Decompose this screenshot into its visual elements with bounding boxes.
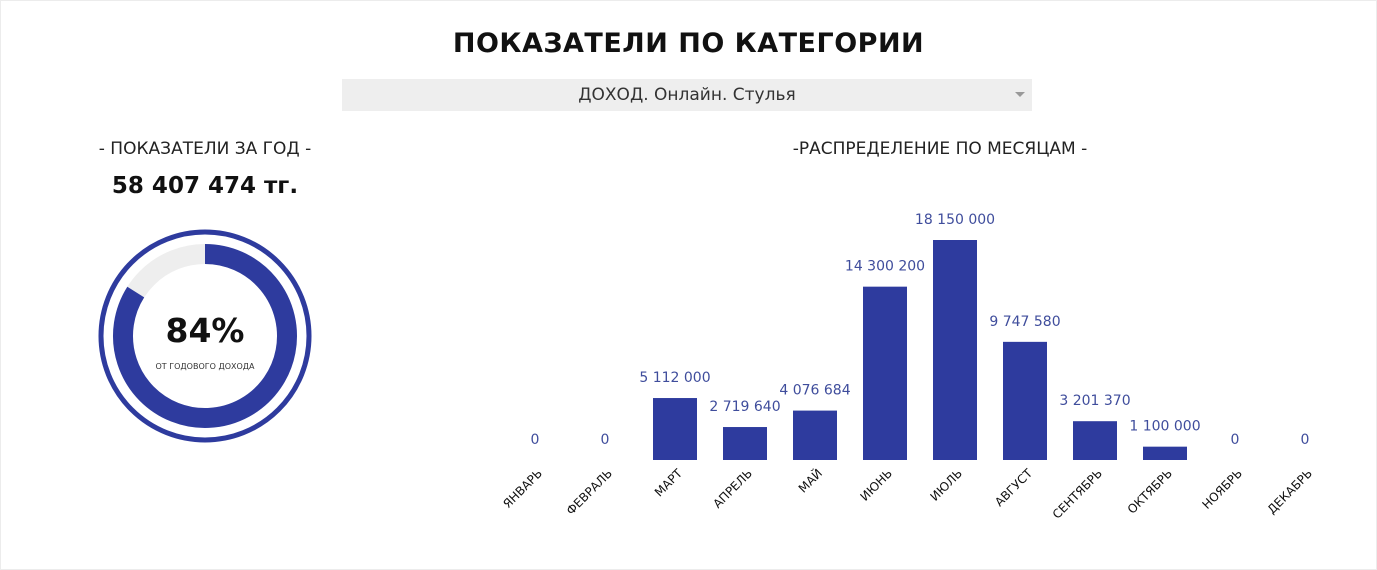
page-title: ПОКАЗАТЕЛИ ПО КАТЕГОРИИ bbox=[452, 28, 925, 59]
category-select[interactable]: ДОХОД. Онлайн. Стулья bbox=[342, 79, 1032, 111]
bar-value-label: 14 300 200 bbox=[845, 259, 925, 275]
x-tick-label: НОЯБРЬ bbox=[1200, 466, 1246, 512]
bar-value-label: 0 bbox=[531, 432, 540, 448]
bar-value-label: 1 100 000 bbox=[1129, 419, 1200, 435]
chevron-down-icon[interactable] bbox=[1015, 92, 1025, 97]
bar-value-label: 5 112 000 bbox=[639, 370, 710, 386]
x-tick-label: ИЮЛЬ bbox=[928, 466, 966, 504]
bar-value-label: 2 719 640 bbox=[709, 399, 780, 415]
year-total-value: 58 407 474 тг. bbox=[111, 173, 299, 199]
x-tick-label: СЕНТЯБРЬ bbox=[1050, 466, 1105, 521]
bar-value-label: 0 bbox=[601, 432, 610, 448]
donut-progress-arc bbox=[113, 244, 297, 428]
x-tick-label: ИЮНЬ bbox=[858, 466, 896, 504]
bar-ИЮНЬ[interactable] bbox=[863, 286, 907, 460]
bar-value-label: 4 076 684 bbox=[779, 383, 850, 399]
x-tick-label: ОКТЯБРЬ bbox=[1125, 466, 1175, 516]
bar-ИЮЛЬ[interactable] bbox=[933, 240, 977, 460]
x-tick-label: МАЙ bbox=[795, 466, 825, 496]
category-select-value: ДОХОД. Онлайн. Стулья bbox=[578, 85, 796, 105]
x-tick-label: АВГУСТ bbox=[992, 466, 1035, 509]
bar-value-label: 9 747 580 bbox=[989, 314, 1060, 330]
x-tick-label: МАРТ bbox=[652, 466, 686, 500]
x-tick-label: ДЕКАБРЬ bbox=[1265, 466, 1315, 516]
x-tick-label: АПРЕЛЬ bbox=[710, 466, 755, 511]
bar-АВГУСТ[interactable] bbox=[1003, 341, 1047, 460]
x-tick-label: ФЕВРАЛЬ bbox=[564, 466, 616, 518]
monthly-bar-chart: 0 ЯНВАРЬ 0 ФЕВРАЛЬ 5 112 000 МАРТ 2 719 640 АПР… bbox=[500, 212, 1315, 522]
bar-МАРТ[interactable] bbox=[653, 398, 697, 460]
donut-outer-ring bbox=[98, 229, 312, 443]
bar-value-label: 3 201 370 bbox=[1059, 393, 1130, 409]
percent-donut-chart bbox=[98, 229, 312, 443]
donut-percent-label: 84% bbox=[165, 311, 245, 350]
bar-value-label: 18 150 000 bbox=[915, 212, 995, 228]
bar-value-label: 0 bbox=[1231, 432, 1240, 448]
x-tick-label: ЯНВАРЬ bbox=[500, 466, 545, 511]
bar-МАЙ[interactable] bbox=[793, 410, 837, 460]
bar-АПРЕЛЬ[interactable] bbox=[723, 427, 767, 460]
bar-СЕНТЯБРЬ[interactable] bbox=[1073, 421, 1117, 460]
year-section-title: - ПОКАЗАТЕЛИ ЗА ГОД - bbox=[98, 139, 312, 159]
chart-title: -РАСПРЕДЕЛЕНИЕ ПО МЕСЯЦАМ - bbox=[792, 139, 1088, 159]
bar-value-label: 0 bbox=[1301, 432, 1310, 448]
bar-ОКТЯБРЬ[interactable] bbox=[1143, 446, 1187, 460]
donut-caption: ОТ ГОДОВОГО ДОХОДА bbox=[155, 362, 255, 371]
